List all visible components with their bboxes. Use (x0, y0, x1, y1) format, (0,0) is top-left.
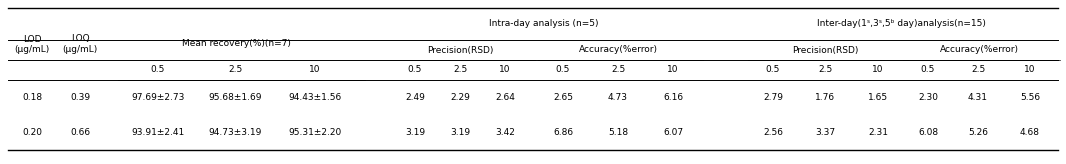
Text: 0.5: 0.5 (555, 65, 570, 74)
Text: 95.68±1.69: 95.68±1.69 (208, 93, 262, 102)
Text: 0.18: 0.18 (22, 93, 42, 102)
Text: 2.5: 2.5 (611, 65, 625, 74)
Text: 2.5: 2.5 (453, 65, 467, 74)
Text: Mean recovery(%)(n=7): Mean recovery(%)(n=7) (182, 40, 291, 49)
Text: 4.73: 4.73 (608, 93, 628, 102)
Text: 3.42: 3.42 (495, 128, 515, 137)
Text: 6.07: 6.07 (663, 128, 683, 137)
Text: 97.69±2.73: 97.69±2.73 (131, 93, 184, 102)
Text: 5.56: 5.56 (1020, 93, 1040, 102)
Text: 0.39: 0.39 (70, 93, 90, 102)
Text: 3.37: 3.37 (814, 128, 835, 137)
Text: 93.91±2.41: 93.91±2.41 (131, 128, 184, 137)
Text: 2.49: 2.49 (405, 93, 425, 102)
Text: 6.16: 6.16 (663, 93, 683, 102)
Text: LOD: LOD (22, 34, 42, 43)
Text: (μg/mL): (μg/mL) (14, 44, 50, 53)
Text: 2.30: 2.30 (918, 93, 938, 102)
Text: 2.56: 2.56 (763, 128, 784, 137)
Text: Accuracy(%error): Accuracy(%error) (939, 45, 1018, 54)
Text: 5.18: 5.18 (608, 128, 628, 137)
Text: (μg/mL): (μg/mL) (63, 44, 98, 53)
Text: 5.26: 5.26 (968, 128, 988, 137)
Text: 2.5: 2.5 (818, 65, 833, 74)
Text: 10: 10 (309, 65, 321, 74)
Text: 94.43±1.56: 94.43±1.56 (289, 93, 341, 102)
Text: 2.29: 2.29 (450, 93, 470, 102)
Text: 2.65: 2.65 (553, 93, 574, 102)
Text: 1.65: 1.65 (868, 93, 888, 102)
Text: 10: 10 (667, 65, 679, 74)
Text: 10: 10 (1024, 65, 1036, 74)
Text: 2.79: 2.79 (763, 93, 784, 102)
Text: 0.5: 0.5 (150, 65, 165, 74)
Text: 94.73±3.19: 94.73±3.19 (208, 128, 261, 137)
Text: 2.5: 2.5 (228, 65, 242, 74)
Text: 10: 10 (872, 65, 884, 74)
Text: 2.31: 2.31 (868, 128, 888, 137)
Text: Intra-day analysis (n=5): Intra-day analysis (n=5) (489, 20, 599, 29)
Text: 0.66: 0.66 (70, 128, 90, 137)
Text: 0.5: 0.5 (765, 65, 780, 74)
Text: 10: 10 (499, 65, 511, 74)
Text: 3.19: 3.19 (405, 128, 425, 137)
Text: Inter-day(1ˢ,3ˢ,5ᵇ day)analysis(n=15): Inter-day(1ˢ,3ˢ,5ᵇ day)analysis(n=15) (817, 20, 986, 29)
Text: 0.5: 0.5 (408, 65, 422, 74)
Text: Accuracy(%error): Accuracy(%error) (579, 45, 658, 54)
Text: 6.86: 6.86 (553, 128, 574, 137)
Text: 2.5: 2.5 (971, 65, 985, 74)
Text: 95.31±2.20: 95.31±2.20 (289, 128, 341, 137)
Text: 6.08: 6.08 (918, 128, 938, 137)
Text: 0.20: 0.20 (22, 128, 42, 137)
Text: 0.5: 0.5 (921, 65, 935, 74)
Text: Precision(RSD): Precision(RSD) (426, 45, 494, 54)
Text: 4.31: 4.31 (968, 93, 988, 102)
Text: Precision(RSD): Precision(RSD) (792, 45, 859, 54)
Text: LOQ: LOQ (70, 34, 90, 43)
Text: 4.68: 4.68 (1020, 128, 1040, 137)
Text: 3.19: 3.19 (450, 128, 470, 137)
Text: 1.76: 1.76 (814, 93, 835, 102)
Text: 2.64: 2.64 (495, 93, 515, 102)
